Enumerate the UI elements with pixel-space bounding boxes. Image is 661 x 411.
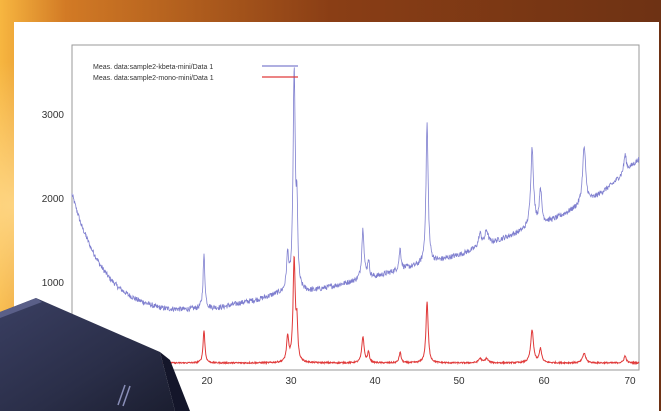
legend-label-kbeta: Meas. data:sample2-kbeta-mini/Data 1 — [93, 64, 213, 71]
y-tick-label: 1000 — [42, 278, 65, 289]
series-kbeta-line — [71, 67, 640, 313]
y-tick-label: 3000 — [42, 110, 65, 121]
device-photo — [0, 298, 190, 411]
x-tick-label: 20 — [201, 376, 213, 387]
x-tick-label: 40 — [369, 376, 381, 387]
x-tick-label: 70 — [624, 376, 636, 387]
y-tick-label: 2000 — [42, 194, 65, 205]
legend-label-mono: Meas. data:sample2-mono-mini/Data 1 — [93, 75, 214, 82]
x-tick-label: 50 — [453, 376, 465, 387]
plot-frame — [71, 44, 640, 371]
x-tick-label: 30 — [285, 376, 297, 387]
legend: Meas. data:sample2-kbeta-mini/Data 1 Mea… — [93, 64, 298, 82]
x-axis: 20 30 40 50 60 70 — [201, 376, 636, 387]
x-tick-label: 60 — [538, 376, 550, 387]
y-axis: 3000 2000 1000 — [42, 110, 65, 289]
